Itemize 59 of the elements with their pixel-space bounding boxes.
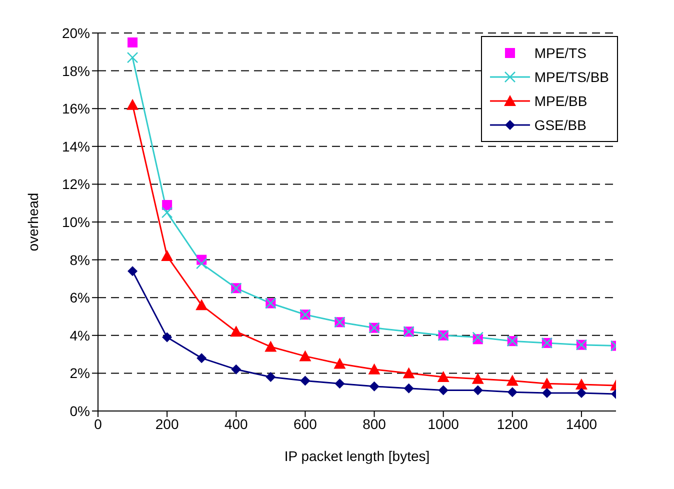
- point: [162, 200, 172, 210]
- point: [507, 387, 518, 398]
- legend-label: MPE/TS/BB: [534, 69, 609, 85]
- point: [542, 388, 552, 398]
- y-tick-label: 6%: [70, 290, 90, 306]
- point: [196, 353, 207, 364]
- point: [231, 364, 242, 374]
- x-tick-label: 200: [155, 416, 179, 432]
- y-tick-label: 0%: [70, 402, 90, 419]
- legend-label: MPE/BB: [534, 93, 588, 109]
- legend-label: GSE/BB: [534, 117, 586, 133]
- point: [230, 326, 242, 337]
- x-axis-title: IP packet length [bytes]: [284, 448, 430, 464]
- y-tick-label: 10%: [62, 214, 90, 230]
- point: [300, 376, 310, 386]
- point: [128, 37, 138, 48]
- y-tick-label: 14%: [62, 138, 90, 154]
- point: [266, 372, 276, 382]
- point: [334, 358, 346, 369]
- point: [264, 340, 277, 352]
- point: [540, 378, 553, 389]
- point: [576, 388, 586, 398]
- x-tick-label: 400: [224, 416, 248, 432]
- x-tick-label: 800: [362, 416, 386, 432]
- x-tick-label: 1000: [428, 416, 460, 432]
- legend-label: MPE/TS: [534, 45, 586, 61]
- point: [161, 206, 173, 218]
- point: [128, 266, 138, 276]
- point: [506, 374, 518, 386]
- point: [126, 98, 139, 110]
- point: [126, 52, 138, 64]
- point: [162, 332, 172, 342]
- y-axis-title: overhead: [24, 192, 41, 252]
- point: [575, 378, 588, 390]
- x-tick-label: 1400: [566, 416, 598, 432]
- point: [438, 385, 448, 396]
- point: [196, 299, 208, 310]
- point: [334, 378, 345, 389]
- point: [472, 385, 483, 396]
- y-tick-label: 20%: [62, 24, 90, 41]
- x-tick-label: 1200: [496, 416, 528, 432]
- y-tick-label: 4%: [70, 327, 90, 344]
- y-tick-label: 18%: [62, 62, 90, 79]
- x-tick-label: 0: [94, 416, 102, 432]
- point: [437, 370, 450, 382]
- point: [472, 332, 484, 343]
- point: [196, 258, 208, 270]
- point: [161, 250, 174, 262]
- y-tick-label: 16%: [62, 100, 90, 117]
- point: [369, 381, 380, 392]
- point: [472, 372, 484, 384]
- x-tick-label: 600: [294, 416, 318, 432]
- point: [402, 367, 415, 378]
- y-tick-label: 12%: [62, 176, 90, 192]
- point: [404, 383, 414, 394]
- point: [368, 363, 380, 374]
- point: [299, 350, 312, 362]
- y-tick-label: 2%: [70, 365, 90, 382]
- y-tick-label: 8%: [70, 252, 90, 268]
